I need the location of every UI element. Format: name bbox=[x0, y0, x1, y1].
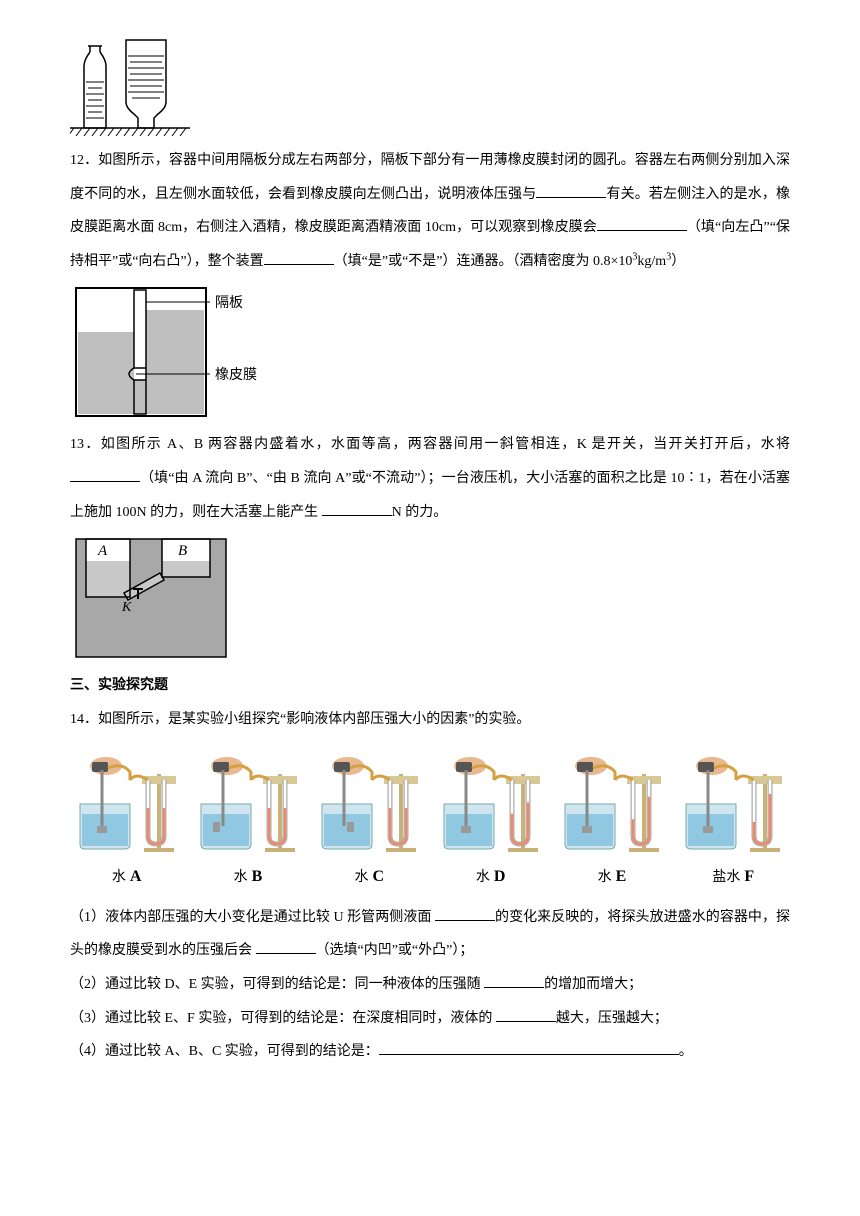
q12-t6: ） bbox=[671, 254, 685, 269]
q12-t5: kg/m bbox=[637, 254, 666, 269]
q14-p4: （4）通过比较 A、B、C 实验，可得到的结论是：。 bbox=[70, 1035, 790, 1069]
q14-intro: 14．如图所示，是某实验小组探究“影响液体内部压强大小的因素”的实验。 bbox=[70, 703, 790, 737]
q12-label1: 隔板 bbox=[215, 295, 243, 311]
q13-B: B bbox=[178, 543, 187, 559]
experiment-E: 水 E bbox=[555, 756, 668, 896]
q14-p3: （3）通过比较 E、F 实验，可得到的结论是：在深度相同时，液体的 越大，压强越… bbox=[70, 1002, 790, 1036]
q13-figure: A B K bbox=[70, 533, 790, 663]
blank bbox=[435, 907, 495, 921]
q14-experiments: 水 A 水 B 水 C bbox=[70, 756, 790, 896]
blank bbox=[256, 940, 316, 954]
blank bbox=[70, 468, 140, 482]
experiment-B: 水 B bbox=[191, 756, 304, 896]
experiment-D: 水 D bbox=[434, 756, 547, 896]
q12-label2: 橡皮膜 bbox=[215, 367, 257, 383]
q14-p2: （2）通过比较 D、E 实验，可得到的结论是：同一种液体的压强随 的增加而增大； bbox=[70, 968, 790, 1002]
blank bbox=[597, 217, 687, 231]
q13-A: A bbox=[97, 543, 108, 559]
q12-t4: （填“是”或“不是”）连通器。（酒精密度为 0.8×10 bbox=[334, 254, 633, 269]
q12-text: 12．如图所示，容器中间用隔板分成左右两部分，隔板下部分有一用薄橡皮膜封闭的圆孔… bbox=[70, 144, 790, 278]
blank bbox=[379, 1041, 679, 1055]
blank bbox=[496, 1008, 556, 1022]
q13-t3: N 的力。 bbox=[392, 505, 448, 520]
q13-text: 13．如图所示 A、B 两容器内盛着水，水面等高，两容器间用一斜管相连，K 是开… bbox=[70, 428, 790, 529]
q14-p1: （1）液体内部压强的大小变化是通过比较 U 形管两侧液面 的变化来反映的，将探头… bbox=[70, 901, 790, 968]
q13-t1: 13．如图所示 A、B 两容器内盛着水，水面等高，两容器间用一斜管相连，K 是开… bbox=[70, 437, 790, 452]
q12-figure: 隔板 橡皮膜 bbox=[70, 282, 790, 422]
blank bbox=[536, 184, 606, 198]
blank bbox=[264, 251, 334, 265]
experiment-A: 水 A bbox=[70, 756, 183, 896]
section-3-title: 三、实验探究题 bbox=[70, 669, 790, 703]
experiment-C: 水 C bbox=[313, 756, 426, 896]
experiment-F: 盐水 F bbox=[677, 756, 790, 896]
blank bbox=[484, 974, 544, 988]
q13-K: K bbox=[121, 600, 132, 615]
q11-figure bbox=[70, 28, 790, 138]
blank bbox=[322, 502, 392, 516]
